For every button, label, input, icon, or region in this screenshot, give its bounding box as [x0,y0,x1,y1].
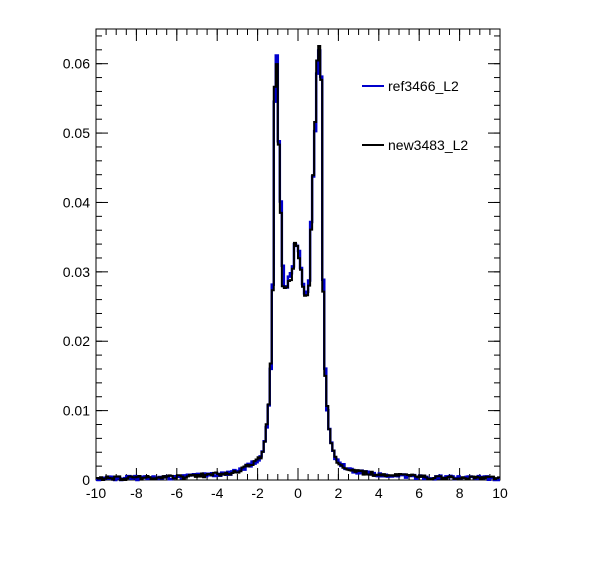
series-line-ref3466_L2 [96,49,500,482]
x-tick-label: 4 [375,485,383,501]
y-tick-label: 0 [82,472,90,488]
y-tick-label: 0.03 [63,264,90,280]
x-tick-label: 8 [456,485,464,501]
x-tick-label: -10 [86,485,106,501]
legend: ref3466_L2 new3483_L2 [362,78,468,153]
legend-label-ref3466_L2: ref3466_L2 [388,78,459,94]
y-tick-label: 0.01 [63,403,90,419]
x-tick-label: -6 [171,485,184,501]
series-layer [96,44,500,482]
x-tick-label: -4 [211,485,224,501]
x-axis: -10 -8 -6 -4 -2 0 2 4 6 8 10 [86,29,508,501]
y-axis: 0 0.01 0.02 0.03 0.04 0.05 0.06 [63,35,500,488]
legend-label-new3483_L2: new3483_L2 [388,137,468,153]
x-tick-label: 6 [415,485,423,501]
x-tick-label: 2 [335,485,343,501]
x-tick-label: -2 [251,485,264,501]
x-tick-label: 10 [492,485,508,501]
x-tick-label: -8 [130,485,143,501]
y-tick-label: 0.05 [63,125,90,141]
series-line-new3483_L2 [96,44,500,481]
y-tick-label: 0.06 [63,56,90,72]
y-tick-label: 0.04 [63,194,90,210]
x-tick-label: 0 [294,485,302,501]
y-tick-label: 0.02 [63,333,90,349]
